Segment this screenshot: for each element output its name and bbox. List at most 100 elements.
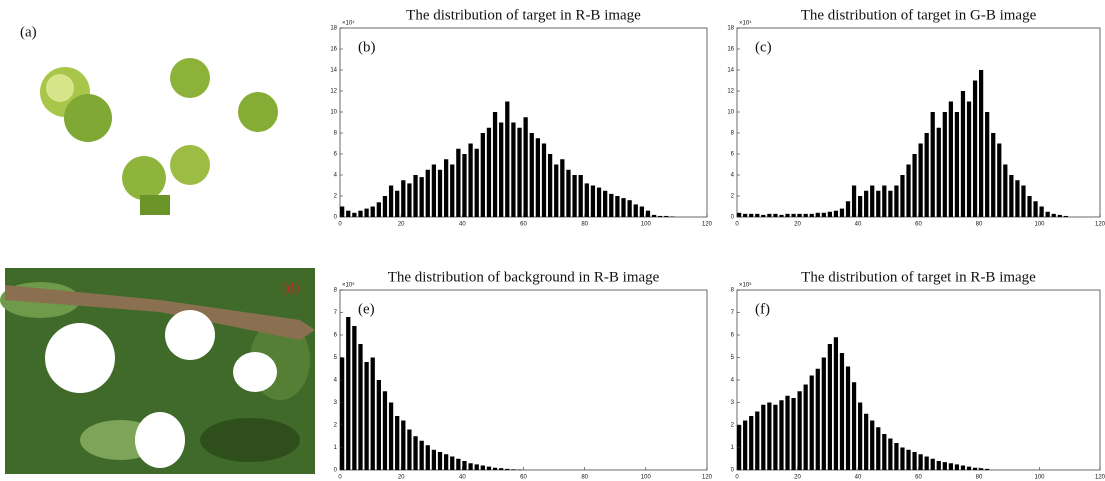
y-tick-label: 10 — [727, 110, 734, 116]
y-tick-label: 4 — [731, 173, 735, 179]
y-scale-label: ×10⁵ — [342, 282, 355, 289]
bar — [395, 416, 400, 470]
bar — [743, 420, 748, 470]
bar — [773, 404, 778, 470]
chart-title: The distribution of target in R-B image — [801, 269, 1036, 285]
y-tick-label: 14 — [330, 68, 337, 74]
bar — [924, 456, 929, 470]
bar — [737, 212, 742, 217]
bar — [401, 420, 406, 470]
y-tick-label: 6 — [334, 333, 338, 339]
bar — [499, 468, 504, 470]
bar — [864, 413, 869, 470]
x-tick-label: 40 — [459, 475, 466, 481]
y-scale-label: ×10⁴ — [342, 20, 355, 27]
bar — [431, 449, 437, 470]
bar — [972, 80, 978, 217]
bar — [492, 467, 498, 470]
bar — [749, 416, 754, 470]
bar — [767, 402, 772, 470]
bar — [401, 180, 406, 217]
y-tick-label: 6 — [731, 152, 735, 158]
bar — [845, 201, 851, 217]
bar — [480, 465, 485, 470]
bar — [621, 198, 626, 217]
bar — [462, 461, 467, 470]
y-tick-label: 16 — [330, 47, 337, 53]
bar — [882, 434, 887, 470]
y-tick-label: 10 — [330, 110, 337, 116]
bar — [480, 133, 485, 217]
bar — [924, 133, 929, 217]
y-tick-label: 0 — [334, 468, 338, 474]
bar — [437, 452, 443, 470]
x-tick-label: 120 — [1095, 475, 1105, 481]
x-tick-label: 80 — [581, 475, 588, 481]
x-tick-label: 120 — [702, 222, 713, 228]
y-tick-label: 5 — [334, 355, 338, 361]
y-tick-label: 7 — [334, 310, 338, 316]
bar — [1033, 201, 1038, 217]
bar — [395, 190, 400, 217]
bar — [785, 395, 790, 470]
bar — [358, 210, 363, 217]
bar — [985, 468, 990, 470]
x-tick-label: 60 — [915, 475, 922, 481]
y-tick-label: 14 — [727, 68, 734, 74]
bar — [870, 420, 875, 470]
bar — [523, 117, 528, 217]
bar — [346, 210, 351, 217]
panel-label: (f) — [755, 301, 770, 317]
bar — [340, 357, 345, 470]
y-tick-label: 4 — [334, 378, 338, 384]
bar — [541, 143, 547, 217]
bar — [761, 214, 766, 217]
bar — [492, 112, 498, 217]
x-tick-label: 80 — [976, 222, 983, 228]
bar — [997, 143, 1002, 217]
panel-label: (d) — [282, 280, 300, 296]
bar — [474, 148, 479, 217]
bar — [468, 463, 473, 470]
y-tick-label: 5 — [731, 355, 735, 361]
bar — [505, 468, 510, 470]
bar — [894, 185, 899, 217]
bar — [578, 175, 583, 217]
bar — [419, 440, 424, 470]
y-tick-label: 1 — [334, 445, 338, 451]
bar — [603, 190, 608, 217]
bar — [827, 211, 832, 217]
x-tick-label: 40 — [855, 475, 862, 481]
bar — [596, 187, 602, 217]
y-tick-label: 3 — [731, 400, 735, 406]
bar — [985, 112, 990, 217]
bar — [900, 447, 905, 470]
bar — [936, 127, 941, 217]
bar — [882, 185, 887, 217]
image-a: (a) — [20, 24, 278, 215]
bar — [376, 380, 381, 470]
bar — [894, 443, 899, 470]
bar — [851, 382, 857, 470]
y-tick-label: 16 — [727, 47, 734, 53]
y-scale-label: ×10⁵ — [739, 282, 752, 289]
bar — [1027, 196, 1032, 217]
bar — [936, 461, 941, 470]
chart-title: The distribution of background in R-B im… — [388, 269, 660, 285]
bar — [779, 214, 784, 217]
bar — [876, 190, 881, 217]
bar — [906, 164, 911, 217]
bar — [809, 375, 814, 470]
bar — [1039, 206, 1044, 217]
bar — [991, 133, 996, 217]
bar — [791, 398, 796, 470]
x-tick-label: 20 — [398, 222, 405, 228]
bar — [529, 133, 534, 217]
bar — [966, 466, 972, 470]
bar — [906, 449, 911, 470]
bar — [749, 213, 754, 217]
y-tick-label: 8 — [731, 288, 735, 294]
bar — [821, 357, 826, 470]
bar — [845, 366, 851, 470]
